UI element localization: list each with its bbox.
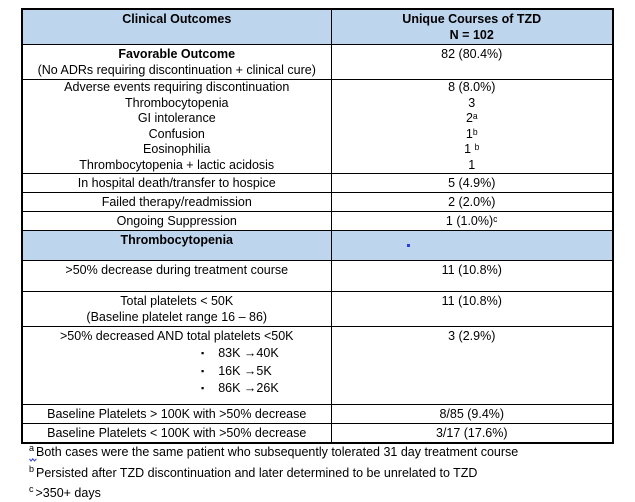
list-item: ▪ 16K →5K bbox=[201, 363, 327, 381]
clinical-outcomes-table: Clinical Outcomes Unique Courses of TZD … bbox=[21, 8, 614, 444]
footnote-b-marker: b bbox=[29, 461, 34, 482]
cell-thrombo-lactic-value: 1 bbox=[330, 157, 614, 174]
cell-thrombocytopenia-label: Thrombocytopenia bbox=[21, 95, 332, 111]
cell-eosinophilia-value: 1 ᵇ bbox=[330, 142, 614, 158]
spellcheck-squiggle-icon bbox=[29, 457, 37, 462]
list-item: ▪ 83K →40K bbox=[201, 345, 327, 363]
row-thrombocytopenia-section-header: Thrombocytopenia bbox=[21, 230, 614, 261]
stray-blue-dot bbox=[407, 244, 411, 247]
cell-gi-label: GI intolerance bbox=[21, 111, 332, 127]
row-failed-therapy: Failed therapy/readmission 2 (2.0%) bbox=[21, 192, 614, 212]
footnotes: a Both cases were the same patient who su… bbox=[29, 440, 518, 502]
footnote-a-marker: a bbox=[29, 440, 37, 462]
cell-thrombocytopenia-value: 3 bbox=[330, 95, 614, 111]
cell-failed-label: Failed therapy/readmission bbox=[21, 192, 332, 212]
platelet-drop-2: 16K →5K bbox=[218, 363, 272, 378]
cell-favorable-value: 82 (80.4%) bbox=[330, 44, 614, 80]
thrombocytopenia-section-label: Thrombocytopenia bbox=[21, 230, 332, 261]
cell-total-platelets-value: 11 (10.8%) bbox=[330, 291, 614, 327]
cell-baseline-gt100-value: 8/85 (9.4%) bbox=[330, 404, 614, 424]
row-eosinophilia: Eosinophilia 1 ᵇ bbox=[21, 142, 614, 158]
row-baseline-gt100: Baseline Platelets > 100K with >50% decr… bbox=[21, 404, 614, 424]
cell-confusion-label: Confusion bbox=[21, 126, 332, 142]
platelet-drop-3: 86K →26K bbox=[218, 381, 279, 395]
cell-failed-value: 2 (2.0%) bbox=[330, 192, 614, 212]
cell-favorable-label: Favorable Outcome (No ADRs requiring dis… bbox=[21, 44, 332, 80]
square-bullet-icon: ▪ bbox=[201, 365, 205, 376]
cell-baseline-gt100-label: Baseline Platelets > 100K with >50% decr… bbox=[21, 404, 332, 424]
footnote-c-marker: c bbox=[29, 481, 34, 502]
square-bullet-icon: ▪ bbox=[201, 348, 205, 358]
platelet-drop-1: 83K →40K bbox=[218, 346, 279, 360]
row-baseline-lt100: Baseline Platelets < 100K with >50% decr… bbox=[21, 423, 614, 444]
footnote-c-text: >350+ days bbox=[35, 486, 101, 501]
row-gi-intolerance: GI intolerance 2ᵃ bbox=[21, 111, 614, 127]
footnote-marker: b bbox=[29, 463, 35, 474]
cell-confusion-value: 1ᵇ bbox=[330, 126, 614, 142]
cell-adverse-value: 8 (8.0%) bbox=[330, 79, 614, 96]
cell-eosinophilia-label: Eosinophilia bbox=[21, 142, 332, 158]
header-unique-courses: Unique Courses of TZD N = 102 bbox=[330, 8, 614, 45]
cell-decreased-label: >50% decreased AND total platelets <50K … bbox=[21, 326, 332, 405]
footnote-b-text: Persisted after TZD discontinuation and … bbox=[36, 465, 478, 480]
cell-death-value: 5 (4.9%) bbox=[330, 173, 614, 193]
row-50pct-decrease: >50% decrease during treatment course 11… bbox=[21, 260, 614, 292]
footnote-a-text: Both cases were the same patient who sub… bbox=[36, 445, 519, 460]
cell-thrombo-lactic-label: Thrombocytopenia + lactic acidosis bbox=[21, 157, 332, 174]
favorable-outcome-sublabel: (No ADRs requiring discontinuation + cli… bbox=[37, 63, 316, 77]
table-header-row: Clinical Outcomes Unique Courses of TZD … bbox=[21, 8, 614, 45]
list-item: ▪ 86K →26K bbox=[201, 380, 327, 398]
thrombocytopenia-section-empty-cell bbox=[330, 230, 614, 261]
total-platelets-label: Total platelets < 50K bbox=[120, 294, 234, 308]
row-favorable-outcome: Favorable Outcome (No ADRs requiring dis… bbox=[21, 44, 614, 80]
header-n-count: N = 102 bbox=[449, 28, 494, 42]
row-adverse-events: Adverse events requiring discontinuation… bbox=[21, 79, 614, 96]
footnote-b: b Persisted after TZD discontinuation and… bbox=[29, 461, 518, 482]
row-death-hospice: In hospital death/transfer to hospice 5 … bbox=[21, 173, 614, 193]
footnote-a: a Both cases were the same patient who su… bbox=[29, 440, 519, 462]
footnote-marker: a bbox=[29, 443, 35, 453]
row-confusion: Confusion 1ᵇ bbox=[21, 126, 614, 142]
cell-death-label: In hospital death/transfer to hospice bbox=[21, 173, 332, 193]
row-decreased-and-total: >50% decreased AND total platelets <50K … bbox=[21, 326, 614, 405]
favorable-outcome-label: Favorable Outcome bbox=[118, 47, 236, 61]
header-clinical-outcomes: Clinical Outcomes bbox=[21, 8, 332, 45]
cell-adverse-label: Adverse events requiring discontinuation bbox=[21, 79, 332, 96]
footnote-marker: c bbox=[29, 484, 34, 495]
row-thrombocytopenia: Thrombocytopenia 3 bbox=[21, 95, 614, 111]
row-thrombo-lactic: Thrombocytopenia + lactic acidosis 1 bbox=[21, 157, 614, 174]
platelet-drop-list: ▪ 83K →40K ▪ 16K →5K ▪ 86K →26K bbox=[27, 345, 327, 398]
cell-decreased-value: 3 (2.9%) bbox=[330, 326, 614, 405]
cell-total-platelets-label: Total platelets < 50K (Baseline platelet… bbox=[21, 291, 332, 327]
header-unique-courses-line1: Unique Courses of TZD bbox=[402, 12, 542, 26]
cell-gi-value: 2ᵃ bbox=[330, 111, 614, 127]
cell-50pct-label: >50% decrease during treatment course bbox=[21, 260, 332, 292]
row-ongoing-suppression: Ongoing Suppression 1 (1.0%)ᶜ bbox=[21, 211, 614, 231]
row-total-platelets: Total platelets < 50K (Baseline platelet… bbox=[21, 291, 614, 327]
cell-50pct-value: 11 (10.8%) bbox=[330, 260, 614, 292]
square-bullet-icon: ▪ bbox=[201, 383, 205, 393]
decreased-and-total-label: >50% decreased AND total platelets <50K bbox=[60, 329, 294, 343]
cell-suppression-value: 1 (1.0%)ᶜ bbox=[330, 211, 614, 231]
total-platelets-sublabel: (Baseline platelet range 16 – 86) bbox=[86, 310, 268, 324]
cell-suppression-label: Ongoing Suppression bbox=[21, 211, 332, 231]
cell-baseline-lt100-label: Baseline Platelets < 100K with >50% decr… bbox=[21, 423, 332, 444]
cell-baseline-lt100-value: 3/17 (17.6%) bbox=[330, 423, 614, 444]
